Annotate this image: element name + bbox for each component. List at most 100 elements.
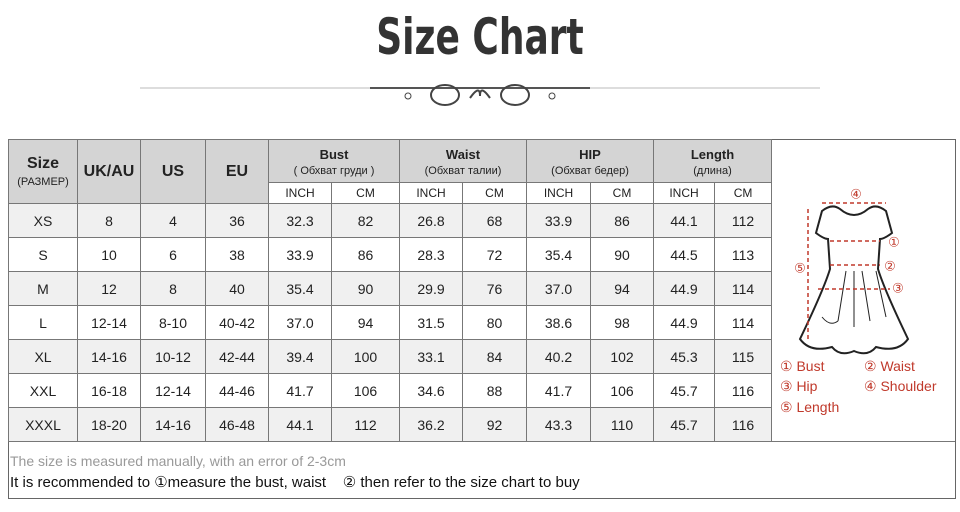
marker: ③ [892,280,904,295]
cell: 116 [714,373,773,408]
cell: 86 [330,237,401,272]
header-label: Size [26,155,59,172]
cell: 76 [462,271,528,306]
cell: 38 [205,237,269,272]
unit-cell: CM [590,182,655,204]
cell: 36.2 [399,407,464,442]
header-cell: EU [205,139,269,204]
size-table: Size (РАЗМЕР) UK/AU US EU Bust ( Обхват груди … [8,139,773,442]
cell: M [8,271,78,306]
cell: 86 [590,203,655,238]
cell: 38.6 [526,305,592,340]
group-sub: ( Обхват груди ) [293,164,375,177]
data-row: M 12 8 40 35.4 90 29.9 76 37.0 94 44.9 114 [8,271,773,306]
cell: XL [8,339,78,374]
cell: 14-16 [140,407,206,442]
cell: 33.1 [399,339,464,374]
data-row: XXL 16-18 12-14 44-46 41.7 106 34.6 88 41.7 106 45… [8,373,773,408]
ornament [140,84,820,106]
group-cell: HIP (Обхват бедер) [526,139,655,183]
cell: 37.0 [526,271,592,306]
data-row: XL 14-16 10-12 42-44 39.4 100 33.1 84 40.2 102 45.… [8,339,773,374]
data-row: L 12-14 8-10 40-42 37.0 94 31.5 80 38.6 98 44.9 114 [8,305,773,340]
cell: 92 [462,407,528,442]
cell: 26.8 [399,203,464,238]
legend-item: ③ Hip [780,378,818,394]
cell: 94 [330,305,401,340]
cell: S [8,237,78,272]
cell: 44.9 [653,305,716,340]
group-cell: Waist (Обхват талии) [399,139,528,183]
legend-item: ⑤ Length [780,399,840,415]
cell: 28.3 [399,237,464,272]
group-sub: (Обхват талии) [424,164,502,177]
marker: ④ [850,186,862,201]
cell: 12-14 [140,373,206,408]
cell: 14-16 [77,339,141,374]
unit-cell: INCH [526,182,592,204]
cell: 90 [590,237,655,272]
cell: 42-44 [205,339,269,374]
cell: 12-14 [77,305,141,340]
cell: 29.9 [399,271,464,306]
cell: 8 [140,271,206,306]
legend-item: ④ Shoulder [864,378,937,394]
group-label: Bust [319,146,349,162]
cell: 37.0 [268,305,332,340]
cell: 44-46 [205,373,269,408]
cell: XS [8,203,78,238]
unit-cell: CM [462,182,528,204]
cell: XXL [8,373,78,408]
footer: The size is measured manually, with an e… [8,441,955,499]
cell: 45.7 [653,373,716,408]
note: The size is measured manually, with an e… [10,453,346,469]
group-label: Waist [445,146,481,162]
cell: 112 [330,407,401,442]
cell: 84 [462,339,528,374]
cell: 35.4 [268,271,332,306]
cell: 45.3 [653,339,716,374]
unit-cell: CM [714,182,773,204]
cell: 82 [330,203,401,238]
cell: 44.5 [653,237,716,272]
data-row: XXXL 18-20 14-16 46-48 44.1 112 36.2 92 43.3 110 4… [8,407,773,442]
header-sub: (РАЗМЕР) [17,176,69,188]
cell: 106 [330,373,401,408]
cell: 88 [462,373,528,408]
cell: 98 [590,305,655,340]
data-row: XS 8 4 36 32.3 82 26.8 68 33.9 86 44.1 112 [8,203,773,238]
marker: ⑤ [794,260,806,275]
cell: L [8,305,78,340]
cell: 8-10 [140,305,206,340]
cell: 8 [77,203,141,238]
unit-cell: CM [330,182,401,204]
cell: 16-18 [77,373,141,408]
cell: 18-20 [77,407,141,442]
cell: 113 [714,237,773,272]
group-sub: (Обхват бедер) [551,164,629,177]
unit-cell: INCH [268,182,332,204]
cell: 102 [590,339,655,374]
cell: 45.7 [653,407,716,442]
cell: 90 [330,271,401,306]
cell: 44.1 [268,407,332,442]
cell: XXXL [8,407,78,442]
cell: 115 [714,339,773,374]
cell: 110 [590,407,655,442]
group-sub: (длина) [693,164,732,177]
cell: 80 [462,305,528,340]
header-cell: US [140,139,206,204]
cell: 31.5 [399,305,464,340]
cell: 35.4 [526,237,592,272]
group-label: Length [690,146,735,162]
cell: 36 [205,203,269,238]
cell: 33.9 [268,237,332,272]
header-label: UK/AU [83,162,135,180]
cell: 32.3 [268,203,332,238]
cell: 10-12 [140,339,206,374]
cell: 44.9 [653,271,716,306]
unit-cell: INCH [653,182,716,204]
cell: 40-42 [205,305,269,340]
cell: 40.2 [526,339,592,374]
header-row: Size (РАЗМЕР) UK/AU US EU Bust ( Обхват груди … [8,139,773,204]
